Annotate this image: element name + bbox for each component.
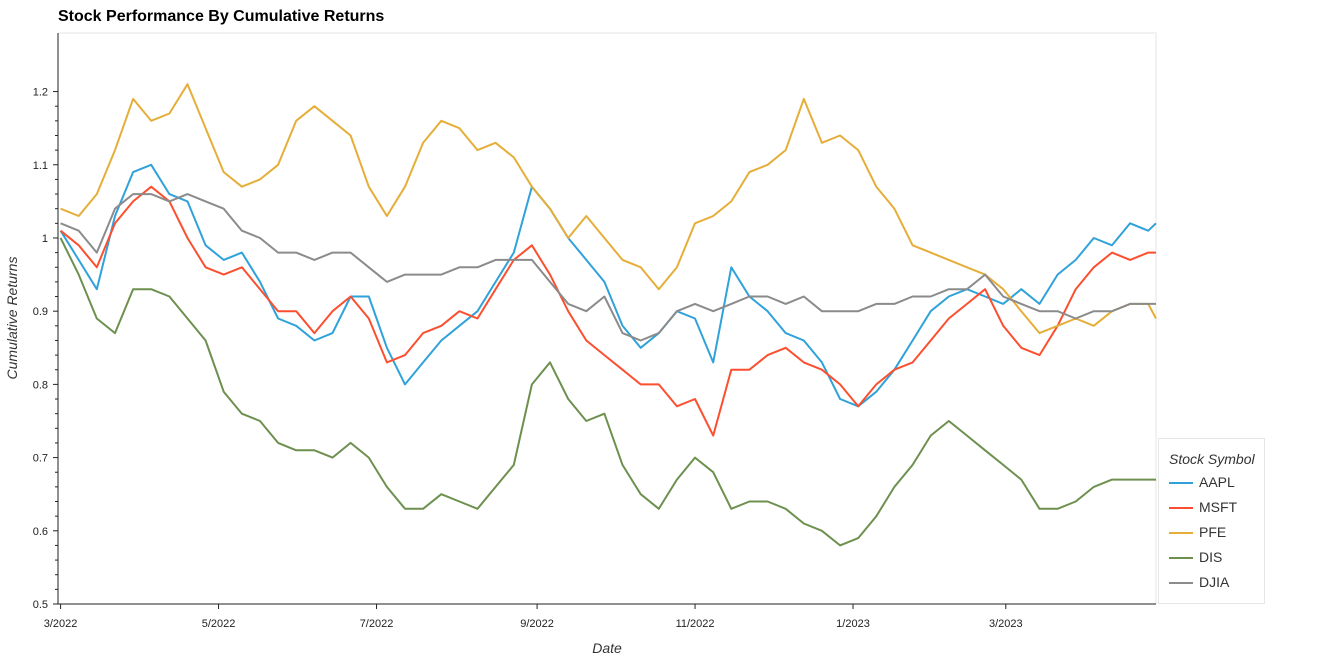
legend-title: Stock Symbol bbox=[1169, 451, 1255, 467]
axes-layer: 0.5 0.6 0.7 0.8 0.9 1 1.1 1.2 3/2022 5/2022 7/2022… bbox=[33, 33, 1156, 630]
series-line-djia bbox=[60, 193, 1156, 342]
chart-title: Stock Performance By Cumulative Returns bbox=[58, 8, 385, 25]
x-tick-label: 5/2022 bbox=[202, 618, 236, 630]
x-axis-label: Date bbox=[592, 640, 622, 656]
x-tick-label: 7/2022 bbox=[360, 618, 394, 630]
legend-item-msft[interactable]: MSFT bbox=[1169, 498, 1264, 518]
y-tick-label: 0.7 bbox=[33, 453, 48, 465]
legend-item-aapl[interactable]: AAPL bbox=[1169, 473, 1264, 493]
x-tick-label: 11/2022 bbox=[676, 618, 715, 630]
y-tick-label: 0.6 bbox=[33, 526, 48, 538]
legend-label: DJIA bbox=[1199, 574, 1230, 590]
legend-swatch bbox=[1169, 532, 1193, 534]
series-line-aapl bbox=[59, 163, 1157, 408]
legend-swatch bbox=[1169, 507, 1193, 509]
legend: Stock Symbol AAPL MSFT PFE DIS DJIA bbox=[1158, 438, 1265, 604]
legend-label: PFE bbox=[1199, 524, 1227, 540]
y-tick-label: 1.1 bbox=[33, 160, 48, 172]
series-line-pfe bbox=[60, 83, 1157, 335]
series-line-msft bbox=[59, 185, 1156, 437]
y-tick-label: 1 bbox=[42, 233, 48, 245]
legend-label: AAPL bbox=[1199, 474, 1235, 490]
series-layer bbox=[59, 83, 1157, 547]
x-tick-label: 3/2022 bbox=[44, 618, 78, 630]
legend-item-dis[interactable]: DIS bbox=[1169, 548, 1264, 568]
y-axis-label: Cumulative Returns bbox=[4, 257, 20, 380]
legend-label: MSFT bbox=[1199, 499, 1238, 515]
y-tick-label: 0.5 bbox=[33, 599, 48, 611]
series-line-dis bbox=[59, 237, 1156, 547]
x-tick-label: 1/2023 bbox=[836, 618, 870, 630]
y-tick-label: 0.8 bbox=[33, 379, 48, 391]
legend-swatch bbox=[1169, 557, 1193, 559]
x-tick-label: 9/2022 bbox=[520, 618, 554, 630]
x-tick-label: 3/2023 bbox=[989, 618, 1023, 630]
plot-area bbox=[57, 32, 1157, 605]
legend-swatch bbox=[1169, 482, 1193, 484]
legend-label: DIS bbox=[1199, 549, 1223, 565]
y-tick-label: 1.2 bbox=[33, 87, 48, 99]
legend-swatch bbox=[1169, 582, 1193, 584]
legend-item-pfe[interactable]: PFE bbox=[1169, 523, 1264, 543]
legend-item-djia[interactable]: DJIA bbox=[1169, 573, 1264, 593]
y-tick-label: 0.9 bbox=[33, 306, 48, 318]
